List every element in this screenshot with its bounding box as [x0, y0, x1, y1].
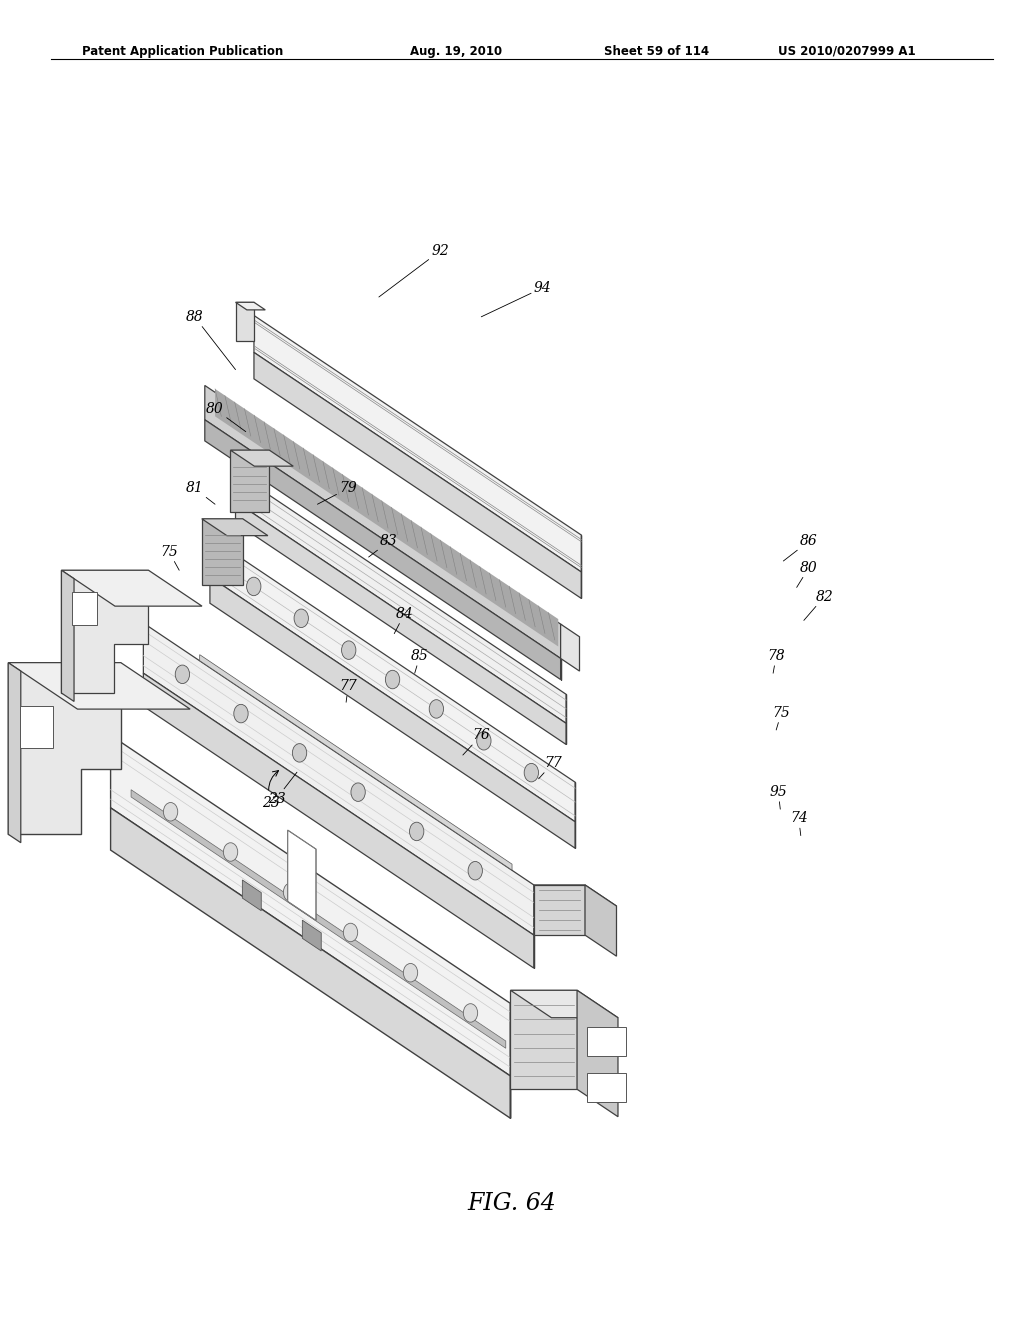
- Circle shape: [343, 923, 357, 941]
- Circle shape: [403, 964, 418, 982]
- Polygon shape: [131, 789, 506, 1048]
- Text: Patent Application Publication: Patent Application Publication: [82, 45, 284, 58]
- Circle shape: [429, 700, 443, 718]
- Bar: [72, 593, 97, 626]
- Text: 77: 77: [539, 756, 562, 779]
- Circle shape: [410, 822, 424, 841]
- Circle shape: [524, 763, 539, 781]
- Text: 78: 78: [767, 649, 785, 673]
- Polygon shape: [560, 624, 580, 671]
- Text: 92: 92: [379, 244, 450, 297]
- Text: 74: 74: [790, 812, 808, 836]
- Text: 23: 23: [262, 771, 281, 809]
- Text: 76: 76: [463, 729, 490, 755]
- Polygon shape: [534, 884, 616, 906]
- Polygon shape: [61, 570, 74, 701]
- Polygon shape: [230, 450, 269, 512]
- Polygon shape: [210, 577, 575, 849]
- Text: 94: 94: [481, 281, 552, 317]
- Text: 95: 95: [769, 785, 787, 809]
- Text: Aug. 19, 2010: Aug. 19, 2010: [410, 45, 502, 58]
- Text: FIG. 64: FIG. 64: [468, 1192, 556, 1216]
- Polygon shape: [61, 570, 148, 693]
- Circle shape: [342, 642, 356, 660]
- Polygon shape: [243, 880, 261, 911]
- Polygon shape: [111, 735, 511, 1076]
- Polygon shape: [511, 990, 578, 1089]
- Text: 79: 79: [317, 482, 357, 504]
- Text: 23: 23: [267, 772, 297, 805]
- Polygon shape: [8, 663, 190, 709]
- Polygon shape: [236, 502, 566, 744]
- Text: Sheet 59 of 114: Sheet 59 of 114: [604, 45, 710, 58]
- Polygon shape: [254, 315, 582, 572]
- Text: 86: 86: [783, 535, 818, 561]
- Circle shape: [468, 862, 482, 880]
- Text: 84: 84: [394, 607, 414, 634]
- Polygon shape: [205, 420, 560, 680]
- Polygon shape: [534, 884, 585, 935]
- Circle shape: [351, 783, 366, 801]
- Polygon shape: [215, 389, 558, 647]
- Circle shape: [164, 803, 178, 821]
- Polygon shape: [143, 623, 534, 935]
- Polygon shape: [200, 655, 512, 870]
- Polygon shape: [254, 352, 582, 598]
- Polygon shape: [210, 537, 575, 822]
- Circle shape: [293, 743, 307, 762]
- Polygon shape: [578, 990, 618, 1117]
- Text: 75: 75: [160, 545, 179, 570]
- Polygon shape: [585, 884, 616, 956]
- Polygon shape: [8, 663, 121, 834]
- Circle shape: [233, 705, 248, 723]
- Text: 85: 85: [411, 649, 429, 673]
- Bar: [588, 1073, 627, 1102]
- Text: 82: 82: [804, 590, 834, 620]
- Circle shape: [294, 609, 308, 627]
- Bar: [20, 706, 53, 748]
- Polygon shape: [143, 673, 534, 968]
- Text: 80: 80: [206, 403, 246, 432]
- Text: 88: 88: [185, 310, 236, 370]
- Bar: [588, 1027, 627, 1056]
- Text: 77: 77: [339, 680, 357, 702]
- Polygon shape: [111, 808, 511, 1118]
- Polygon shape: [205, 385, 560, 659]
- Circle shape: [463, 1003, 477, 1022]
- Polygon shape: [302, 920, 322, 950]
- Polygon shape: [511, 990, 618, 1018]
- Circle shape: [284, 883, 298, 902]
- Polygon shape: [61, 570, 202, 606]
- Circle shape: [223, 842, 238, 861]
- Polygon shape: [236, 473, 566, 723]
- Circle shape: [247, 577, 261, 595]
- Polygon shape: [202, 519, 268, 536]
- Polygon shape: [236, 302, 265, 310]
- Polygon shape: [230, 450, 293, 466]
- Polygon shape: [202, 519, 243, 585]
- Polygon shape: [236, 302, 254, 342]
- Text: 81: 81: [185, 482, 215, 504]
- Text: 80: 80: [797, 561, 818, 587]
- Circle shape: [175, 665, 189, 684]
- Circle shape: [477, 731, 492, 750]
- Polygon shape: [288, 830, 316, 920]
- Text: 75: 75: [772, 706, 791, 730]
- Circle shape: [385, 671, 399, 689]
- Text: US 2010/0207999 A1: US 2010/0207999 A1: [778, 45, 915, 58]
- Text: 83: 83: [369, 535, 398, 557]
- Polygon shape: [8, 663, 20, 842]
